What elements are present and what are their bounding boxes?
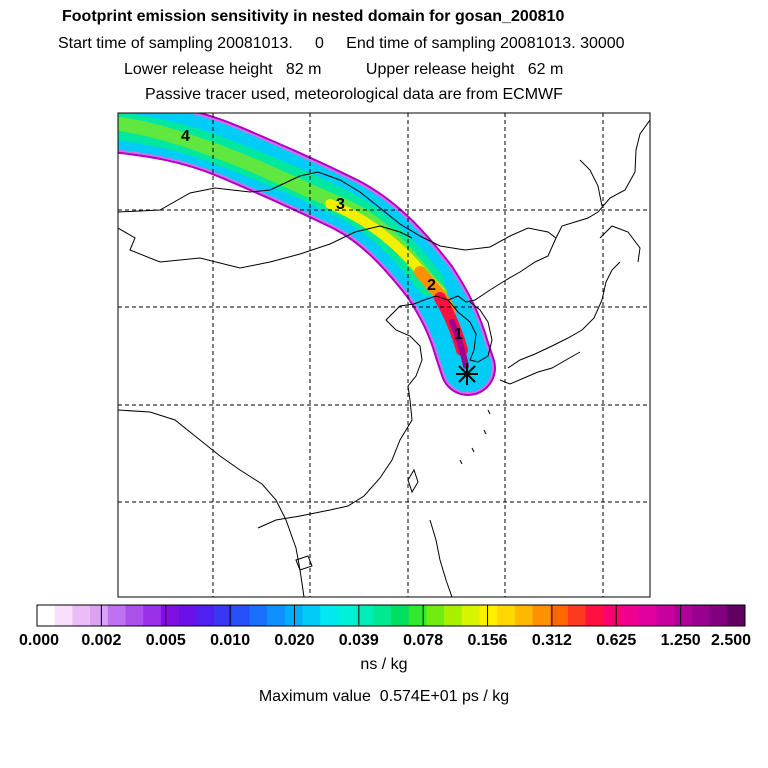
plume-core	[449, 319, 469, 369]
colorbar-segment	[231, 605, 250, 626]
colorbar-segment	[568, 605, 586, 626]
colorbar-segment	[461, 605, 480, 626]
colorbar-segment	[178, 605, 197, 626]
colorbar-segment	[214, 605, 232, 626]
colorbar-segment	[727, 605, 746, 626]
japan-south	[499, 351, 581, 385]
colorbar-tick-label: 0.002	[81, 632, 121, 649]
colorbar-segment	[603, 605, 622, 626]
china-coast	[257, 295, 449, 529]
colorbar-segment	[143, 605, 162, 626]
colorbar-segment	[621, 605, 640, 626]
northeast-border	[447, 237, 557, 303]
receptor-star-icon	[456, 363, 478, 385]
sampling-times: Start time of sampling 20081013. 0 End t…	[58, 35, 625, 52]
colorbar-segment	[674, 605, 693, 626]
coastlines	[118, 119, 650, 597]
colorbar-segment	[267, 605, 286, 626]
inner-region-border	[118, 225, 413, 269]
colorbar-segment	[302, 605, 321, 626]
japan-north	[599, 225, 641, 263]
release-heights: Lower release height 82 m Upper release …	[124, 61, 564, 78]
trajectory-markers: 4 3 2 1	[181, 128, 463, 343]
colorbar-segment	[514, 605, 533, 626]
colorbar-segment	[497, 605, 516, 626]
colorbar-segment	[72, 605, 91, 626]
colorbar-tick-label: 2.500	[711, 632, 751, 649]
colorbar-segment	[373, 605, 392, 626]
tracer-info: Passive tracer used, meteorological data…	[145, 86, 563, 103]
colorbar-tick-label: 0.078	[403, 632, 443, 649]
colorbar	[36, 604, 746, 627]
colorbar-tick-label: 0.039	[339, 632, 379, 649]
taiwan	[407, 468, 419, 494]
colorbar-segment	[284, 605, 303, 626]
trajectory-marker-4: 4	[181, 128, 190, 145]
colorbar-segment	[337, 605, 356, 626]
colorbar-segment	[125, 605, 144, 626]
colorbar-segment	[691, 605, 710, 626]
colorbar-tick-label: 0.010	[210, 632, 250, 649]
colorbar-segment	[107, 605, 126, 626]
colorbar-segment	[320, 605, 339, 626]
colorbar-tick-label: 0.625	[596, 632, 636, 649]
colorbar-tick-label: 0.156	[468, 632, 508, 649]
ryukyu-islands	[459, 409, 491, 465]
colorbar-tick-label: 1.250	[661, 632, 701, 649]
colorbar-segment	[37, 605, 55, 626]
plot-title: Footprint emission sensitivity in nested…	[62, 8, 565, 25]
japan-main	[507, 261, 621, 369]
colorbar-segment	[638, 605, 657, 626]
trajectory-marker-1: 1	[454, 326, 463, 343]
colorbar-segment	[709, 605, 728, 626]
colorbar-segment	[532, 605, 551, 626]
map-content	[118, 113, 650, 597]
philippines	[429, 519, 453, 597]
northern-border	[118, 171, 557, 251]
colorbar-segment	[54, 605, 73, 626]
trajectory-marker-3: 3	[336, 196, 345, 213]
map-frame	[117, 112, 651, 598]
sakhalin	[579, 159, 603, 207]
colorbar-segment	[585, 605, 604, 626]
colorbar-segment	[391, 605, 409, 626]
colorbar-segment	[656, 605, 675, 626]
trajectory-marker-2: 2	[427, 277, 436, 294]
colorbar-segment	[160, 605, 179, 626]
colorbar-tick-label: 0.312	[532, 632, 572, 649]
maximum-value-label: Maximum value 0.574E+01 ps / kg	[258, 688, 510, 705]
footprint-plume	[118, 113, 496, 396]
colorbar-segment	[479, 605, 498, 626]
colorbar-segment	[196, 605, 215, 626]
colorbar-segment	[90, 605, 109, 626]
colorbar-tick-label: 0.005	[146, 632, 186, 649]
colorbar-segment	[550, 605, 569, 626]
colorbar-tick-label: 0.000	[19, 632, 59, 649]
graticule	[118, 113, 650, 597]
colorbar-unit-label: ns / kg	[360, 656, 408, 673]
peninsula-coast	[447, 299, 493, 363]
southwest-border	[118, 409, 305, 597]
colorbar-segment	[355, 605, 374, 626]
hainan	[295, 555, 313, 571]
colorbar-tick-label: 0.020	[274, 632, 314, 649]
colorbar-segment	[444, 605, 463, 626]
colorbar-segment	[249, 605, 268, 626]
colorbar-segment	[426, 605, 445, 626]
colorbar-ticks: 0.000 0.002 0.005 0.010 0.020 0.039 0.078 0.156…	[19, 632, 751, 649]
northeast-coast	[555, 119, 650, 239]
colorbar-segment	[408, 605, 427, 626]
